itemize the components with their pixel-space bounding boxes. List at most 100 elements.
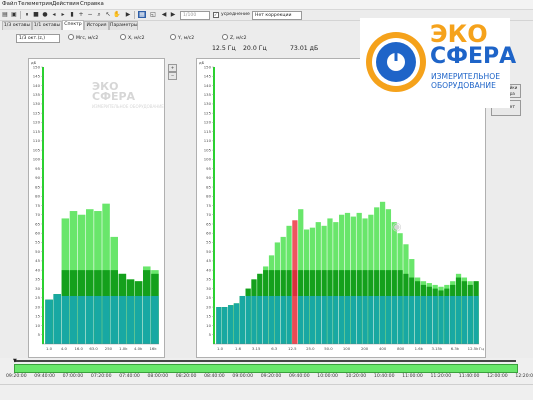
channel-radio-y[interactable]: Y, м/с2 [170,34,194,42]
marker-icon[interactable]: ▮ [70,11,74,18]
timeline-label: 11:00:00 [402,374,423,379]
bar [292,295,298,344]
bar [298,295,304,344]
y-tick-label: 150 [204,64,212,69]
tab-octave[interactable]: 1/1 октавы [32,21,62,30]
x-tick-label: 6.3k [451,346,460,351]
tab-parameters[interactable]: Параметры [109,21,138,30]
y-tick-label: 125 [33,110,41,115]
prev-icon[interactable]: ◀ [161,11,167,18]
x-tick-label: 4.0 [61,346,68,351]
channel-radio-z[interactable]: Z, м/с2 [222,34,247,42]
play-icon[interactable]: ▸ [61,11,65,18]
zoom-fit-icon[interactable]: ⌕ [97,11,101,18]
y-tick-label: 130 [33,101,41,106]
bar [356,295,362,344]
bar [426,295,432,344]
tab-history[interactable]: История [84,21,109,30]
bar [233,303,240,344]
logo-graphic [366,32,426,92]
menu-telemetry[interactable]: Телеметрия [18,1,53,7]
cursor-icon[interactable]: ↖ [105,11,111,18]
bar [280,295,286,344]
bar [379,295,386,344]
y-tick-label: 30 [206,286,211,291]
radio-dot-icon [68,34,74,40]
timeline-label: 12:20:00 [515,374,533,379]
y-tick-label: 110 [33,138,41,143]
x-tick-label: 1.6k [415,346,424,351]
averaging-checkbox[interactable]: ✓ усреднение [213,12,250,18]
pause-icon[interactable]: ⏸ [25,11,29,18]
save-icon[interactable]: ▣ [11,11,17,18]
spectrum-chart-right: 1501451401351301251201151101051009590858… [199,60,484,351]
timeline-label: 09:20:00 [6,374,27,379]
y-tick-label: 115 [204,129,212,134]
bar [268,295,275,344]
bar [245,295,251,344]
zoom-minus-button[interactable]: − [168,72,177,80]
y-tick-label: 50 [35,249,40,254]
timeline-label: 11:20:00 [430,374,452,379]
y-tick-label: 140 [33,83,41,88]
y-tick-label: 105 [33,147,41,152]
run-icon[interactable]: ▶ [125,11,131,18]
logo-text-eko: ЭКО [430,20,488,48]
y-tick-label: 25 [35,295,40,300]
time-field[interactable]: 1/100 [180,11,210,20]
y-tick-label: 40 [206,267,211,272]
open-icon[interactable]: ▤ [2,11,8,18]
tab-third-octave[interactable]: 1/3 октавы [2,21,32,30]
octave-select[interactable]: 1/3 окт.(z,) [16,34,60,43]
expand-icon[interactable]: ◱ [150,11,156,18]
y-axis-label: дБ [31,60,37,65]
y-tick-label: 20 [206,304,211,309]
channel-radio-mgs[interactable]: Мгс, м/с2 [68,34,98,42]
zoom-plus-button[interactable]: + [168,64,177,72]
channel-radio-x[interactable]: X, м/с2 [120,34,145,42]
y-tick-label: 135 [33,92,41,97]
bar [309,295,316,344]
y-tick-label: 110 [204,138,212,143]
y-tick-label: 90 [206,175,211,180]
y-tick-label: 40 [35,267,40,272]
timeline-divider [0,384,533,385]
radio-dot-icon [120,34,126,40]
y-tick-label: 75 [35,203,40,208]
tab-spectrum[interactable]: Спектр [62,20,84,30]
spectrum-chart-left-panel: 150 145 140 135 130 125 120 115 110 105 100 95 90 85 8… [28,58,177,358]
logo-text-sfera: СФЕРА [430,44,517,69]
next-icon[interactable]: ▶ [170,11,176,18]
y-tick-label: 10 [35,323,40,328]
zoom-in-icon[interactable]: + [78,11,84,18]
menu-actions[interactable]: Действия [52,1,80,7]
menu-help[interactable]: Справка [80,1,104,7]
x-tick-label: 25.0 [306,346,315,351]
timeline-label: 09:00:00 [232,374,254,379]
bar [239,295,245,344]
averaging-label: усреднение [221,12,250,17]
y-tick-label: 75 [206,203,211,208]
hand-icon[interactable]: ✋ [113,11,121,18]
record-icon[interactable]: ● [42,11,48,18]
timeline-label: 11:40:00 [458,374,480,379]
watermark: ◉ [392,221,402,232]
timeline-start-marker-icon[interactable]: ▼ [13,358,17,364]
y-tick-label: 25 [206,295,211,300]
toolbar-separator [20,11,21,19]
step-back-icon[interactable]: ◂ [52,11,56,18]
bar [432,295,438,344]
y-tick-label: 55 [206,240,211,245]
stop-icon[interactable]: ■ [33,11,39,18]
freq-cursor-readout: 12.5 Гц [212,45,236,52]
zoom-out-icon[interactable]: − [87,11,93,18]
correction-select[interactable]: Нет коррекции [252,11,302,20]
menu-file[interactable]: Файл [2,1,17,7]
x-axis-label: Гц [479,346,484,351]
grid-icon[interactable]: ▦ [138,11,146,18]
watermark-line2: СФЕРА [92,90,136,103]
timeline-range-bar[interactable] [14,364,518,373]
timeline-label: 08:00:00 [147,374,169,379]
bar [333,295,339,344]
y-tick-label: 45 [35,258,40,263]
